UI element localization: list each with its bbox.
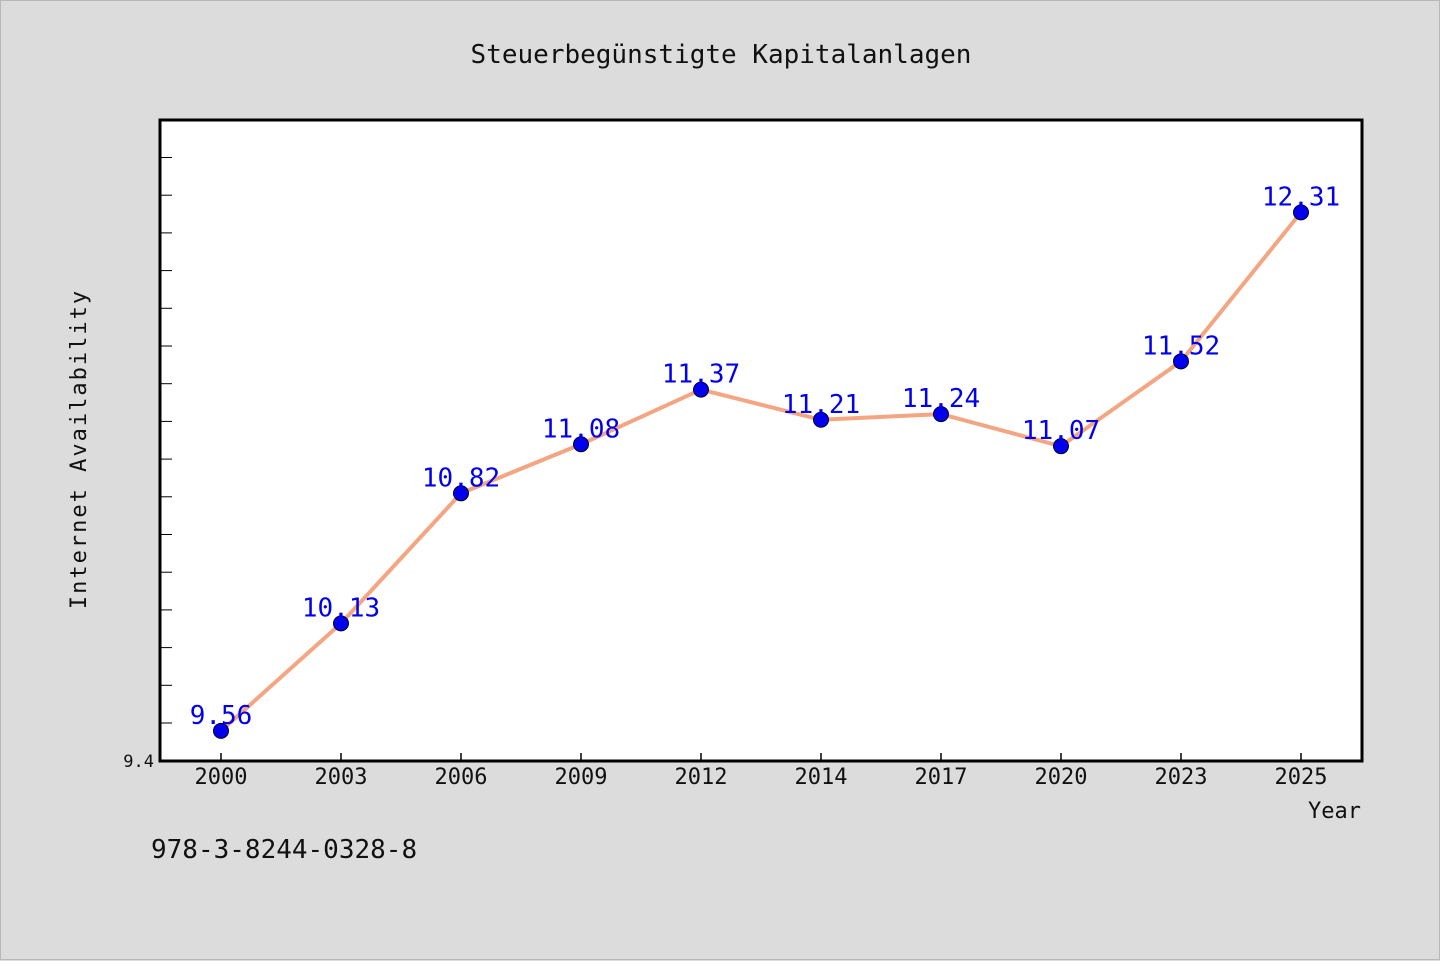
series-line-layer xyxy=(219,211,1303,733)
data-point xyxy=(1173,353,1189,370)
x-tick-label: 2006 xyxy=(435,765,488,790)
data-point xyxy=(333,615,349,632)
data-point xyxy=(933,406,949,423)
x-tick-label: 2003 xyxy=(315,765,368,790)
data-point xyxy=(1293,204,1309,221)
x-tick-label: 2025 xyxy=(1275,765,1328,790)
chart-title: Steuerbegünstigte Kapitalanlagen xyxy=(471,40,972,70)
series-line xyxy=(219,211,1303,733)
isbn-text: 978-3-8244-0328-8 xyxy=(151,835,418,865)
data-labels: 9.56 10.13 10.82 11.08 11.37 11.21 11.24 11.07 1… xyxy=(190,182,1340,730)
data-points xyxy=(213,204,1309,739)
x-tick-label: 2009 xyxy=(555,765,608,790)
x-axis: 2000 2003 2006 2009 2012 2014 2017 2020 2023 2025 xyxy=(195,753,1328,790)
data-label: 11.21 xyxy=(782,390,860,420)
data-point xyxy=(693,381,709,398)
x-tick-label: 2023 xyxy=(1155,765,1208,790)
data-label: 10.13 xyxy=(302,593,380,623)
data-point xyxy=(213,722,229,739)
data-label: 11.07 xyxy=(1022,416,1100,446)
data-label: 12.31 xyxy=(1262,182,1340,212)
x-axis-label: Year xyxy=(1308,799,1361,824)
y-axis-tick-labels: 9.4 xyxy=(123,752,154,772)
y-tick-label: 9.4 xyxy=(123,752,154,772)
data-label: 10.82 xyxy=(422,463,500,493)
data-label: 11.37 xyxy=(662,360,740,390)
data-point xyxy=(453,485,469,502)
x-tick-label: 2020 xyxy=(1035,765,1088,790)
data-label: 11.08 xyxy=(542,414,620,444)
x-tick-label: 2012 xyxy=(675,765,728,790)
plot-area xyxy=(158,118,1364,763)
data-label: 9.56 xyxy=(190,701,253,731)
y-axis-ticks xyxy=(160,157,172,724)
data-label: 11.52 xyxy=(1142,331,1220,361)
data-label: 11.24 xyxy=(902,384,980,414)
x-tick-label: 2017 xyxy=(915,765,968,790)
y-axis-label: Internet Availability xyxy=(67,289,92,609)
x-tick-label: 2014 xyxy=(795,765,848,790)
data-point xyxy=(813,411,829,428)
data-point xyxy=(573,436,589,453)
x-tick-label: 2000 xyxy=(195,765,248,790)
data-point xyxy=(1053,438,1069,455)
